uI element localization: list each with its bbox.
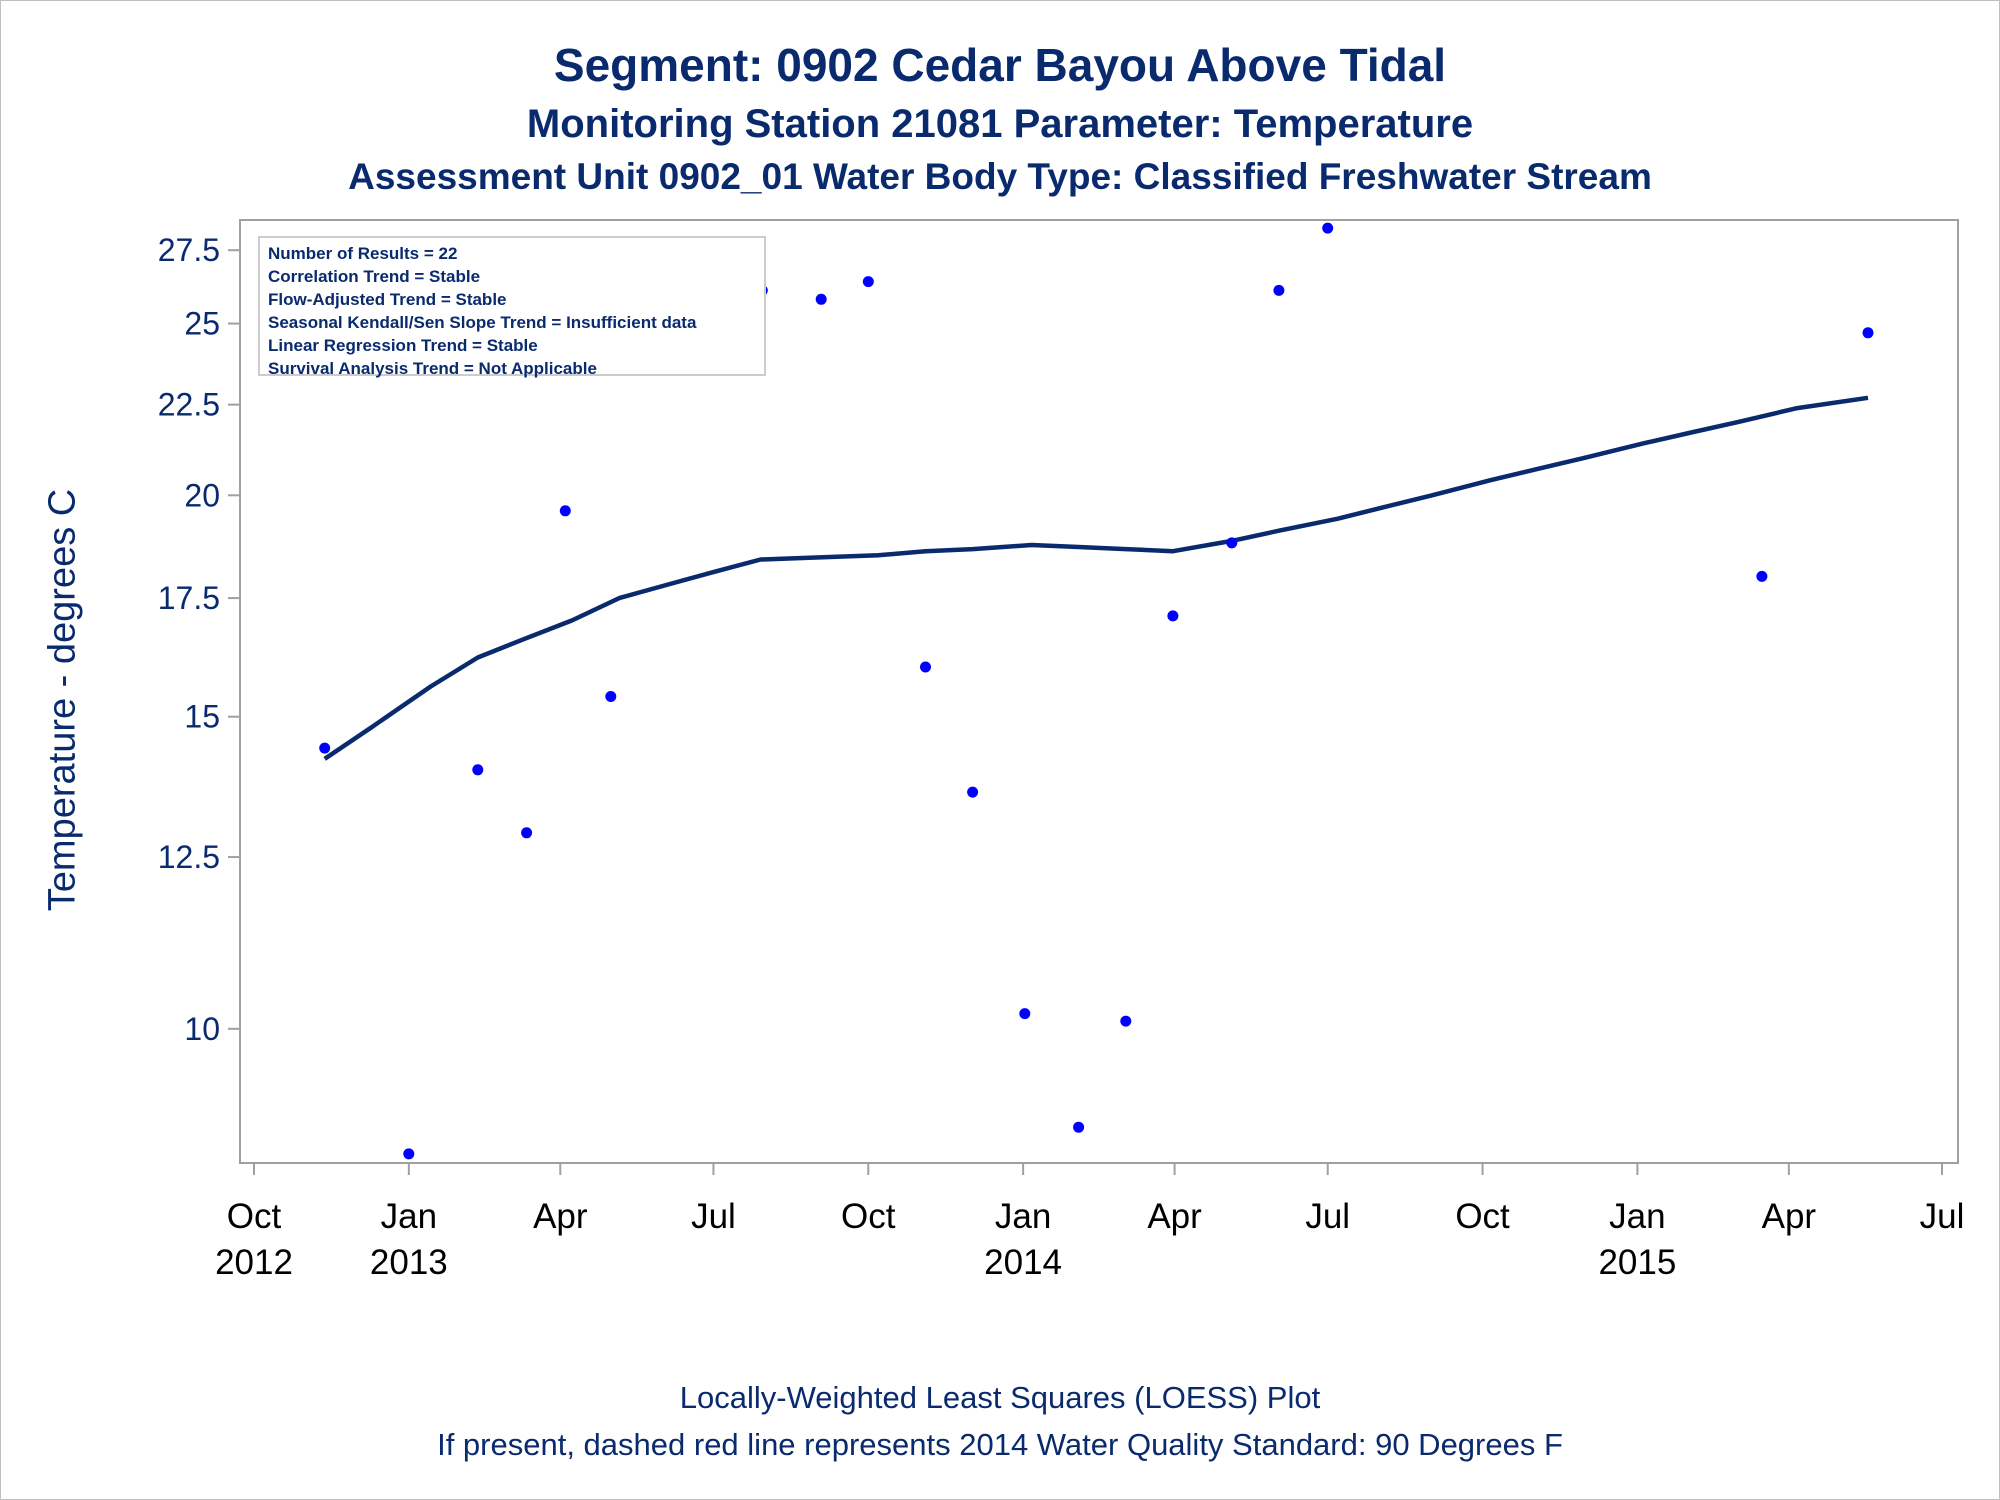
x-tick-label: Oct <box>1455 1197 1510 1236</box>
data-point <box>920 661 931 673</box>
x-tick-label: Oct <box>227 1197 282 1236</box>
x-tick-year-label: 2012 <box>215 1243 293 1282</box>
data-point <box>862 276 874 288</box>
data-point <box>1073 1121 1085 1133</box>
x-tick-year-label: 2014 <box>984 1243 1062 1282</box>
data-point <box>1019 1008 1031 1020</box>
data-point <box>319 742 331 754</box>
y-tick-label: 20 <box>184 477 220 513</box>
legend-linear-regression-trend: Linear Regression Trend = Stable <box>268 336 538 355</box>
legend-seasonal-kendall-trend: Seasonal Kendall/Sen Slope Trend = Insuf… <box>268 313 697 332</box>
x-tick-year-label: 2013 <box>370 1243 448 1282</box>
data-point <box>559 505 571 517</box>
data-point <box>1120 1015 1132 1027</box>
data-point <box>521 827 533 839</box>
y-tick-label: 25 <box>184 306 220 342</box>
data-point <box>605 691 617 702</box>
y-tick-label: 15 <box>184 699 220 735</box>
x-tick-label: Jul <box>1305 1197 1350 1236</box>
data-point <box>1862 327 1874 339</box>
x-tick-label: Oct <box>841 1197 896 1236</box>
y-tick-label: 12.5 <box>158 839 220 875</box>
legend-number-of-results: Number of Results = 22 <box>268 244 458 263</box>
y-tick-label: 17.5 <box>158 580 220 616</box>
x-tick-label: Jan <box>381 1197 437 1236</box>
trend-legend: Number of Results = 22 Correlation Trend… <box>258 236 766 378</box>
data-point <box>403 1148 415 1160</box>
data-point <box>1322 222 1334 234</box>
x-tick-label: Jan <box>1609 1197 1665 1236</box>
data-point <box>472 764 484 776</box>
footnote-loess: Locally-Weighted Least Squares (LOESS) P… <box>679 1380 1321 1415</box>
legend-correlation-trend: Correlation Trend = Stable <box>268 267 481 286</box>
y-tick-label: 10 <box>184 1011 220 1047</box>
y-axis: 10 12.5 15 17.5 20 22.5 25 27.5 <box>158 232 240 1047</box>
loess-line <box>323 395 1869 761</box>
x-tick-label: Apr <box>533 1197 588 1236</box>
x-tick-label: Jul <box>1920 1197 1965 1236</box>
data-point <box>1273 284 1285 296</box>
data-point <box>967 786 979 798</box>
x-tick-label: Apr <box>1147 1197 1202 1236</box>
y-tick-label: 27.5 <box>158 232 220 268</box>
legend-survival-analysis-trend: Survival Analysis Trend = Not Applicable <box>268 359 597 378</box>
chart-subtitle-station: Monitoring Station 21081 Parameter: Temp… <box>526 102 1474 146</box>
data-point <box>1167 610 1179 622</box>
chart-subtitle-assessment: Assessment Unit 0902_01 Water Body Type:… <box>348 156 1652 197</box>
x-tick-year-label: 2015 <box>1598 1243 1676 1282</box>
data-point <box>1226 537 1238 549</box>
plot-border <box>239 219 1959 1164</box>
data-point <box>1756 570 1768 582</box>
x-axis: Oct 2012 Jan 2013 Apr Jul Oct Jan 2014 Apr Jul Oct J… <box>215 1163 1964 1282</box>
data-point <box>815 293 827 305</box>
chart-title: Segment: 0902 Cedar Bayou Above Tidal <box>553 39 1447 91</box>
y-tick-label: 22.5 <box>158 387 220 423</box>
loess-curve-group <box>323 395 1869 761</box>
x-tick-label: Jul <box>691 1197 736 1236</box>
x-tick-label: Jan <box>995 1197 1051 1236</box>
legend-flow-adjusted-trend: Flow-Adjusted Trend = Stable <box>268 290 507 309</box>
footnote-standard: If present, dashed red line represents 2… <box>437 1427 1563 1462</box>
x-tick-label: Apr <box>1762 1197 1817 1236</box>
